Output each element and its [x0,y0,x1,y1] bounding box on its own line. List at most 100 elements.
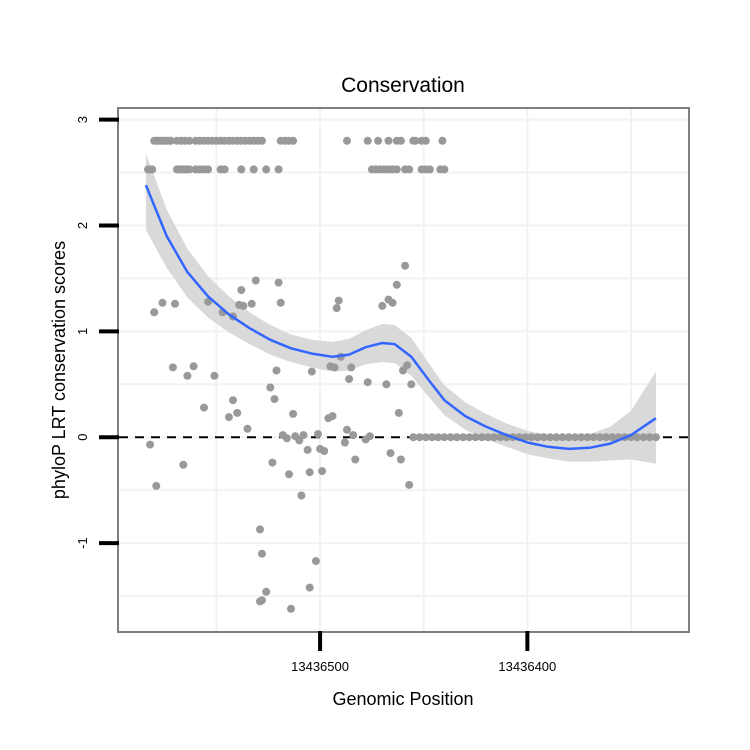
data-point [305,468,314,477]
data-point [289,409,298,418]
data-point [166,136,175,145]
chart-title: Conservation [341,74,465,97]
data-point [392,280,401,289]
x-tick-label: 13436400 [498,659,556,674]
data-point [332,304,341,313]
data-point [365,432,374,441]
data-point [452,433,461,442]
data-point [539,433,548,442]
data-point [183,371,192,380]
y-tick-label: 0 [75,434,90,441]
data-point [303,445,312,454]
data-point [229,396,237,405]
data-point [148,165,157,174]
data-point [415,433,424,442]
data-point [386,449,395,458]
data-point [200,403,208,412]
data-point [363,378,372,387]
data-point [171,299,179,308]
data-point [577,433,586,442]
data-point [409,433,418,442]
data-point [484,433,492,442]
smooth-line-layer [144,184,657,451]
data-point [258,136,266,145]
y-tick-label: 1 [75,328,90,335]
data-point [583,433,592,442]
data-point [428,433,436,442]
data-point [440,433,449,442]
data-point [146,440,155,449]
data-point [249,165,258,174]
data-point [595,433,604,442]
data-point [318,467,327,476]
data-point [320,447,329,455]
data-point [150,308,159,317]
data-point [258,549,266,558]
y-tick-label: 2 [75,222,90,229]
data-point [285,470,293,479]
data-point [471,433,480,442]
data-point [490,433,499,442]
data-points [144,136,660,613]
data-point [405,165,414,174]
data-point [374,136,383,145]
data-point [527,433,536,442]
data-point [651,433,660,442]
data-point [299,431,308,440]
data-point [282,434,291,443]
data-point [465,433,474,442]
data-point [272,366,281,375]
data-point [274,278,283,287]
data-point [349,431,358,440]
data-point [438,136,447,145]
data-point [533,433,542,442]
data-point [305,583,314,592]
data-point [276,298,285,307]
data-point [407,380,416,389]
data-point [314,430,322,439]
confidence-band-layer [145,153,656,464]
data-point [237,165,246,174]
data-point [384,136,393,145]
data-point [247,299,256,308]
data-point [251,276,260,285]
data-point [268,458,277,467]
y-tick-label: 3 [75,116,90,123]
data-point [289,136,298,145]
data-point [152,481,161,490]
data-point [158,298,167,307]
data-point [401,261,410,270]
data-point [602,433,611,442]
data-point [256,525,264,534]
data-point [521,433,530,442]
data-point [270,395,279,404]
data-point [220,165,229,174]
data-point [204,165,213,174]
data-point [239,301,248,310]
data-point [608,433,617,442]
data-point [645,433,654,442]
data-point [330,363,339,372]
data-point [237,286,246,295]
data-point [210,371,219,380]
data-point [378,301,387,310]
x-tick-label: 13436500 [291,659,349,674]
data-point [564,433,573,442]
data-point [168,363,177,372]
data-point [189,362,198,371]
data-point [446,433,455,442]
confidence-band [145,153,656,464]
data-point [297,491,306,500]
data-point [571,433,579,442]
data-point [396,455,405,464]
data-point [266,383,275,392]
data-point [477,433,486,442]
data-point [394,408,403,417]
data-point [589,433,598,442]
data-point [496,433,505,442]
data-point [262,165,271,174]
data-point [403,361,412,370]
data-point [382,380,391,389]
